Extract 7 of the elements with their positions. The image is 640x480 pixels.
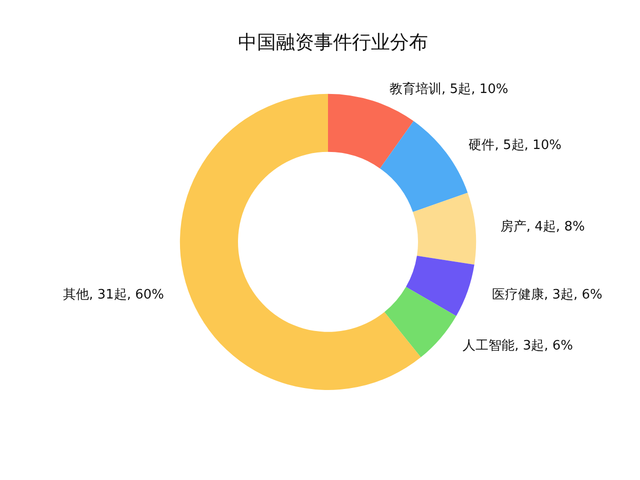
slice-label: 医疗健康, 3起, 6%: [492, 288, 602, 303]
slice-label: 房产, 4起, 8%: [500, 218, 585, 235]
slice-label: 硬件, 5起, 10%: [468, 138, 562, 153]
slice-label: 人工智能, 3起, 6%: [462, 338, 574, 354]
slice-label: 教育培训, 5起, 10%: [390, 80, 508, 97]
slice-label: 其他, 31起, 60%: [63, 288, 164, 303]
chart-title: 中国融资事件行业分布: [238, 32, 428, 54]
